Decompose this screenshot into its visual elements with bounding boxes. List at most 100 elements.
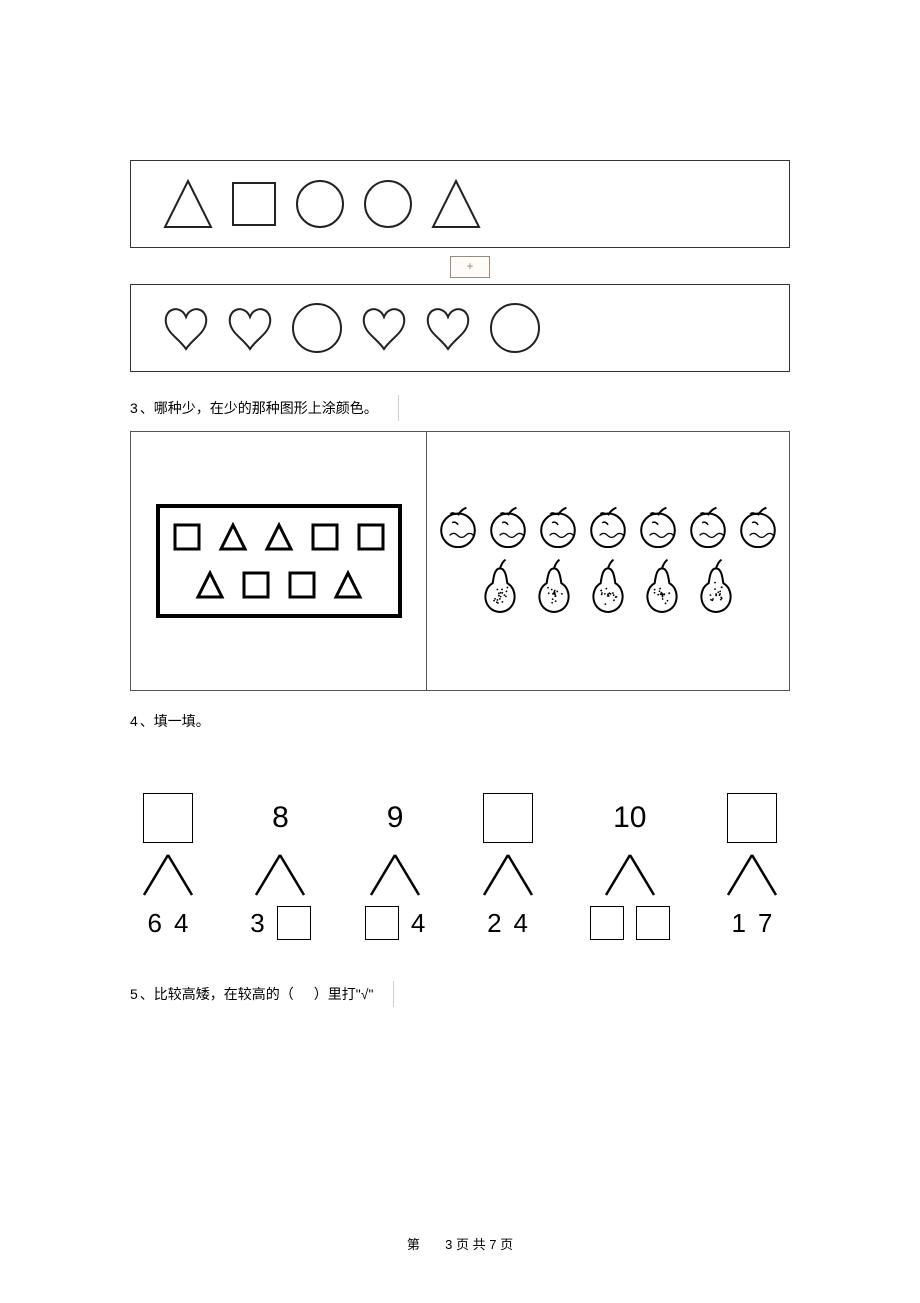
branch-icon (480, 853, 536, 897)
branch-icon (367, 853, 423, 897)
footer-a: 第 (407, 1237, 420, 1252)
number-bond: 24 (480, 791, 536, 941)
branch-icon (252, 853, 308, 897)
q3-left-panel (131, 432, 427, 690)
q3-text: 、哪种少，在少的那种图形上涂颜色。 (140, 398, 378, 418)
circle-icon (361, 177, 415, 231)
number-bond: 94 (365, 791, 425, 941)
q3-left-row2 (195, 570, 363, 600)
answer-box[interactable] (365, 906, 399, 940)
q3-right-panel (427, 432, 789, 690)
answer-box[interactable] (636, 906, 670, 940)
triangle-icon (264, 522, 294, 552)
q3-prompt: 3 、哪种少，在少的那种图形上涂颜色。 (130, 395, 790, 421)
bond-bottom (590, 905, 670, 941)
bond-leaf-number: 4 (514, 908, 528, 939)
bond-branch (724, 853, 780, 897)
bond-branch (480, 853, 536, 897)
page-footer: 第 3 页 共 7 页 (0, 1234, 920, 1253)
answer-box[interactable] (143, 793, 193, 843)
pear-icon (693, 558, 739, 616)
bond-bottom: 64 (148, 905, 189, 941)
bond-leaf-number: 4 (174, 908, 188, 939)
footer-e: 页 (500, 1237, 513, 1252)
plus-separator: + (130, 256, 790, 276)
q5-text-b: ）里打"√" (314, 984, 374, 1004)
triangle-icon (161, 177, 215, 231)
bond-leaf-number: 6 (148, 908, 162, 939)
answer-box[interactable] (590, 906, 624, 940)
number-bond: 83 (250, 791, 310, 941)
number-bond: 17 (724, 791, 780, 941)
q3-number: 3 (130, 400, 138, 416)
q3-right-row2 (477, 558, 739, 616)
bond-top-box (727, 791, 777, 845)
bond-bottom: 3 (250, 905, 310, 941)
pear-icon (531, 558, 577, 616)
heart-icon (225, 303, 275, 353)
bond-leaf-number: 1 (731, 908, 745, 939)
apple-icon (587, 506, 629, 548)
footer-b: 3 (445, 1237, 452, 1252)
q5-prompt: 5 、比较高矮，在较高的（ ）里打"√" (130, 981, 790, 1007)
answer-box[interactable] (727, 793, 777, 843)
square-icon (172, 522, 202, 552)
square-icon (287, 570, 317, 600)
triangle-icon (218, 522, 248, 552)
circle-icon (293, 177, 347, 231)
apple-icon (737, 506, 779, 548)
q3-left-row1 (172, 522, 386, 552)
number-bond: 64 (140, 791, 196, 941)
bond-leaf-number: 3 (250, 908, 264, 939)
q4-prompt: 4 、填一填。 (130, 711, 790, 731)
plus-box: + (450, 256, 490, 278)
answer-box[interactable] (483, 793, 533, 843)
apple-icon (687, 506, 729, 548)
heart-icon (161, 303, 211, 353)
apple-icon (637, 506, 679, 548)
square-icon (241, 570, 271, 600)
heart-icon (359, 303, 409, 353)
triangle-icon (195, 570, 225, 600)
bond-branch (252, 853, 308, 897)
bond-bottom: 24 (487, 905, 528, 941)
divider (393, 981, 394, 1007)
triangle-icon (429, 177, 483, 231)
number-bond: 10 (590, 791, 670, 941)
pear-icon (639, 558, 685, 616)
bond-bottom: 17 (731, 905, 772, 941)
q4-text: 、填一填。 (140, 711, 210, 731)
q3-right-row1 (437, 506, 779, 548)
branch-icon (602, 853, 658, 897)
bond-bottom: 4 (365, 905, 425, 941)
bond-top-number: 8 (272, 791, 289, 845)
heart-icon (423, 303, 473, 353)
circle-icon (487, 300, 543, 356)
square-icon (310, 522, 340, 552)
bond-branch (602, 853, 658, 897)
footer-c: 页 共 (456, 1237, 489, 1252)
branch-icon (724, 853, 780, 897)
bond-top-box (143, 791, 193, 845)
pear-icon (585, 558, 631, 616)
square-icon (229, 179, 279, 229)
answer-box[interactable] (277, 906, 311, 940)
triangle-icon (333, 570, 363, 600)
bond-branch (367, 853, 423, 897)
bond-top-number: 10 (613, 791, 646, 845)
q4-number: 4 (130, 713, 138, 729)
square-icon (356, 522, 386, 552)
q5-number: 5 (130, 986, 138, 1002)
bond-top-box (483, 791, 533, 845)
shape-row-2 (130, 284, 790, 372)
branch-icon (140, 853, 196, 897)
bond-leaf-number: 4 (411, 908, 425, 939)
pear-icon (477, 558, 523, 616)
apple-icon (487, 506, 529, 548)
footer-d: 7 (489, 1237, 496, 1252)
q4-number-bonds: 648394241017 (130, 791, 790, 941)
q3-left-inner (156, 504, 402, 618)
bond-branch (140, 853, 196, 897)
apple-icon (537, 506, 579, 548)
circle-icon (289, 300, 345, 356)
